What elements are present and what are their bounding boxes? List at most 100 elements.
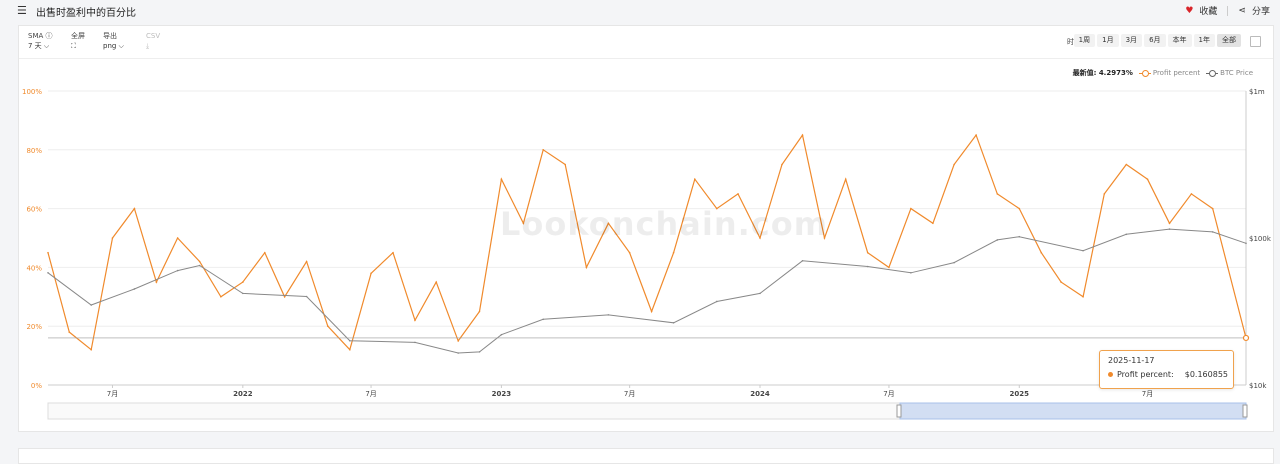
csv-button[interactable]: CSV ⤓ (146, 31, 160, 51)
data-point (242, 292, 244, 295)
download-icon: ⤓ (146, 42, 150, 50)
data-point (198, 264, 201, 267)
data-point (370, 272, 372, 275)
data-point (305, 295, 308, 298)
tooltip-label: Profit percent: (1117, 370, 1174, 379)
data-point (781, 163, 783, 166)
data-point (414, 341, 416, 344)
x-tick-label: 2023 (492, 390, 512, 398)
range-button[interactable]: 全部 (1217, 34, 1241, 47)
data-point (1190, 193, 1193, 195)
chart-legend: 最新值: 4.2973% Profit percent BTC Price (1073, 68, 1253, 78)
data-point (607, 222, 610, 225)
range-button[interactable]: 1周 (1073, 34, 1096, 47)
range-button[interactable]: 1月 (1097, 34, 1119, 47)
data-point (866, 265, 869, 268)
data-point (500, 178, 503, 180)
navigator-selection (899, 402, 1247, 420)
data-point (457, 340, 459, 342)
share-button[interactable]: 分享 (1251, 7, 1270, 17)
data-point (996, 239, 999, 241)
data-point (1125, 233, 1128, 236)
series-dot-icon (1108, 372, 1113, 377)
tooltip-row: Profit percent: $0.160855 (1108, 370, 1228, 379)
data-point (715, 207, 718, 210)
watermark: Lookonchain.com (500, 205, 829, 243)
navigator-handle-left[interactable] (896, 404, 902, 418)
heart-icon[interactable]: ♥ (1185, 5, 1194, 16)
data-point (305, 260, 308, 263)
legend-marker-icon (1138, 69, 1151, 77)
data-point (672, 251, 675, 254)
top-actions: ♥ 收藏 ⋖ 分享 (1185, 4, 1270, 17)
legend-item-btc[interactable]: BTC Price (1206, 69, 1253, 77)
legend-label: Profit percent (1152, 69, 1201, 77)
data-point (263, 251, 266, 254)
data-point (47, 271, 49, 274)
fullscreen-button[interactable]: 全屏 ⛶ (71, 31, 85, 51)
data-point (564, 163, 566, 166)
export-value: png (103, 42, 117, 50)
chart-toolbar: SMA ⓘ 7 天 ⌵ 全屏 ⛶ 导出 png ⌵ CSV ⤓ 时间范围 1周1… (19, 26, 1273, 59)
x-tick-label: 2025 (1010, 390, 1030, 398)
data-point (1018, 207, 1021, 210)
chevron-down-icon: ⌵ (43, 42, 50, 50)
favorite-button[interactable]: 收藏 (1199, 7, 1218, 17)
data-point (1245, 242, 1247, 245)
data-point (953, 163, 955, 166)
x-tick-label: 7月 (624, 390, 635, 398)
data-point (585, 266, 588, 269)
csv-label: CSV (146, 32, 161, 40)
info-icon: ⓘ (45, 32, 53, 40)
data-point (607, 314, 610, 316)
sma-selector[interactable]: SMA ⓘ 7 天 ⌵ (28, 31, 53, 51)
data-point (759, 292, 761, 295)
chart-tooltip: 2025-11-17 Profit percent: $0.160855 (1099, 350, 1234, 389)
latest-value: 最新值: 4.2973% (1072, 69, 1133, 77)
legend-label: BTC Price (1220, 69, 1253, 77)
export-selector[interactable]: 导出 png ⌵ (103, 31, 124, 51)
x-tick-label: 7月 (107, 390, 118, 398)
divider (1227, 5, 1229, 16)
tooltip-date: 2025-11-17 (1108, 356, 1155, 365)
data-point (628, 251, 631, 254)
share-icon[interactable]: ⋖ (1238, 5, 1246, 16)
chart-card: SMA ⓘ 7 天 ⌵ 全屏 ⛶ 导出 png ⌵ CSV ⤓ 时间范围 1周1… (18, 25, 1274, 432)
navigator-handle-right[interactable] (1242, 404, 1248, 418)
table-view-icon[interactable] (1250, 36, 1261, 47)
data-point (672, 321, 675, 324)
data-point (910, 271, 912, 274)
data-point (844, 178, 847, 180)
sma-value: 7 天 (28, 42, 42, 50)
range-button[interactable]: 1年 (1193, 34, 1215, 47)
data-point (542, 318, 545, 321)
data-point (694, 178, 696, 180)
data-point (47, 251, 49, 254)
y-right-tick-label: $10k (1249, 382, 1267, 390)
range-button[interactable]: 6月 (1144, 34, 1166, 47)
highlight-point (1242, 334, 1250, 342)
x-tick-label: 7月 (365, 390, 376, 398)
data-point (1168, 222, 1171, 225)
range-button[interactable]: 3月 (1120, 34, 1143, 47)
data-point (975, 134, 977, 136)
legend-item-profit[interactable]: Profit percent (1138, 69, 1201, 77)
data-point (133, 288, 136, 290)
y-left-tick-label: 100% (22, 88, 42, 96)
y-left-tick-label: 80% (26, 147, 42, 155)
data-point (1060, 281, 1062, 283)
data-point (478, 351, 481, 353)
data-point (500, 333, 503, 336)
data-point (759, 237, 761, 239)
series-line-profit-percent (47, 133, 1247, 351)
data-point (910, 207, 912, 210)
data-point (242, 281, 244, 283)
menu-icon[interactable]: ☰ (17, 4, 27, 17)
page-title: 出售时盈利中的百分比 (36, 8, 136, 19)
data-point (801, 134, 804, 136)
range-button[interactable]: 本年 (1167, 34, 1192, 47)
data-point (953, 261, 955, 264)
data-point (866, 251, 869, 254)
data-point (1018, 235, 1021, 238)
